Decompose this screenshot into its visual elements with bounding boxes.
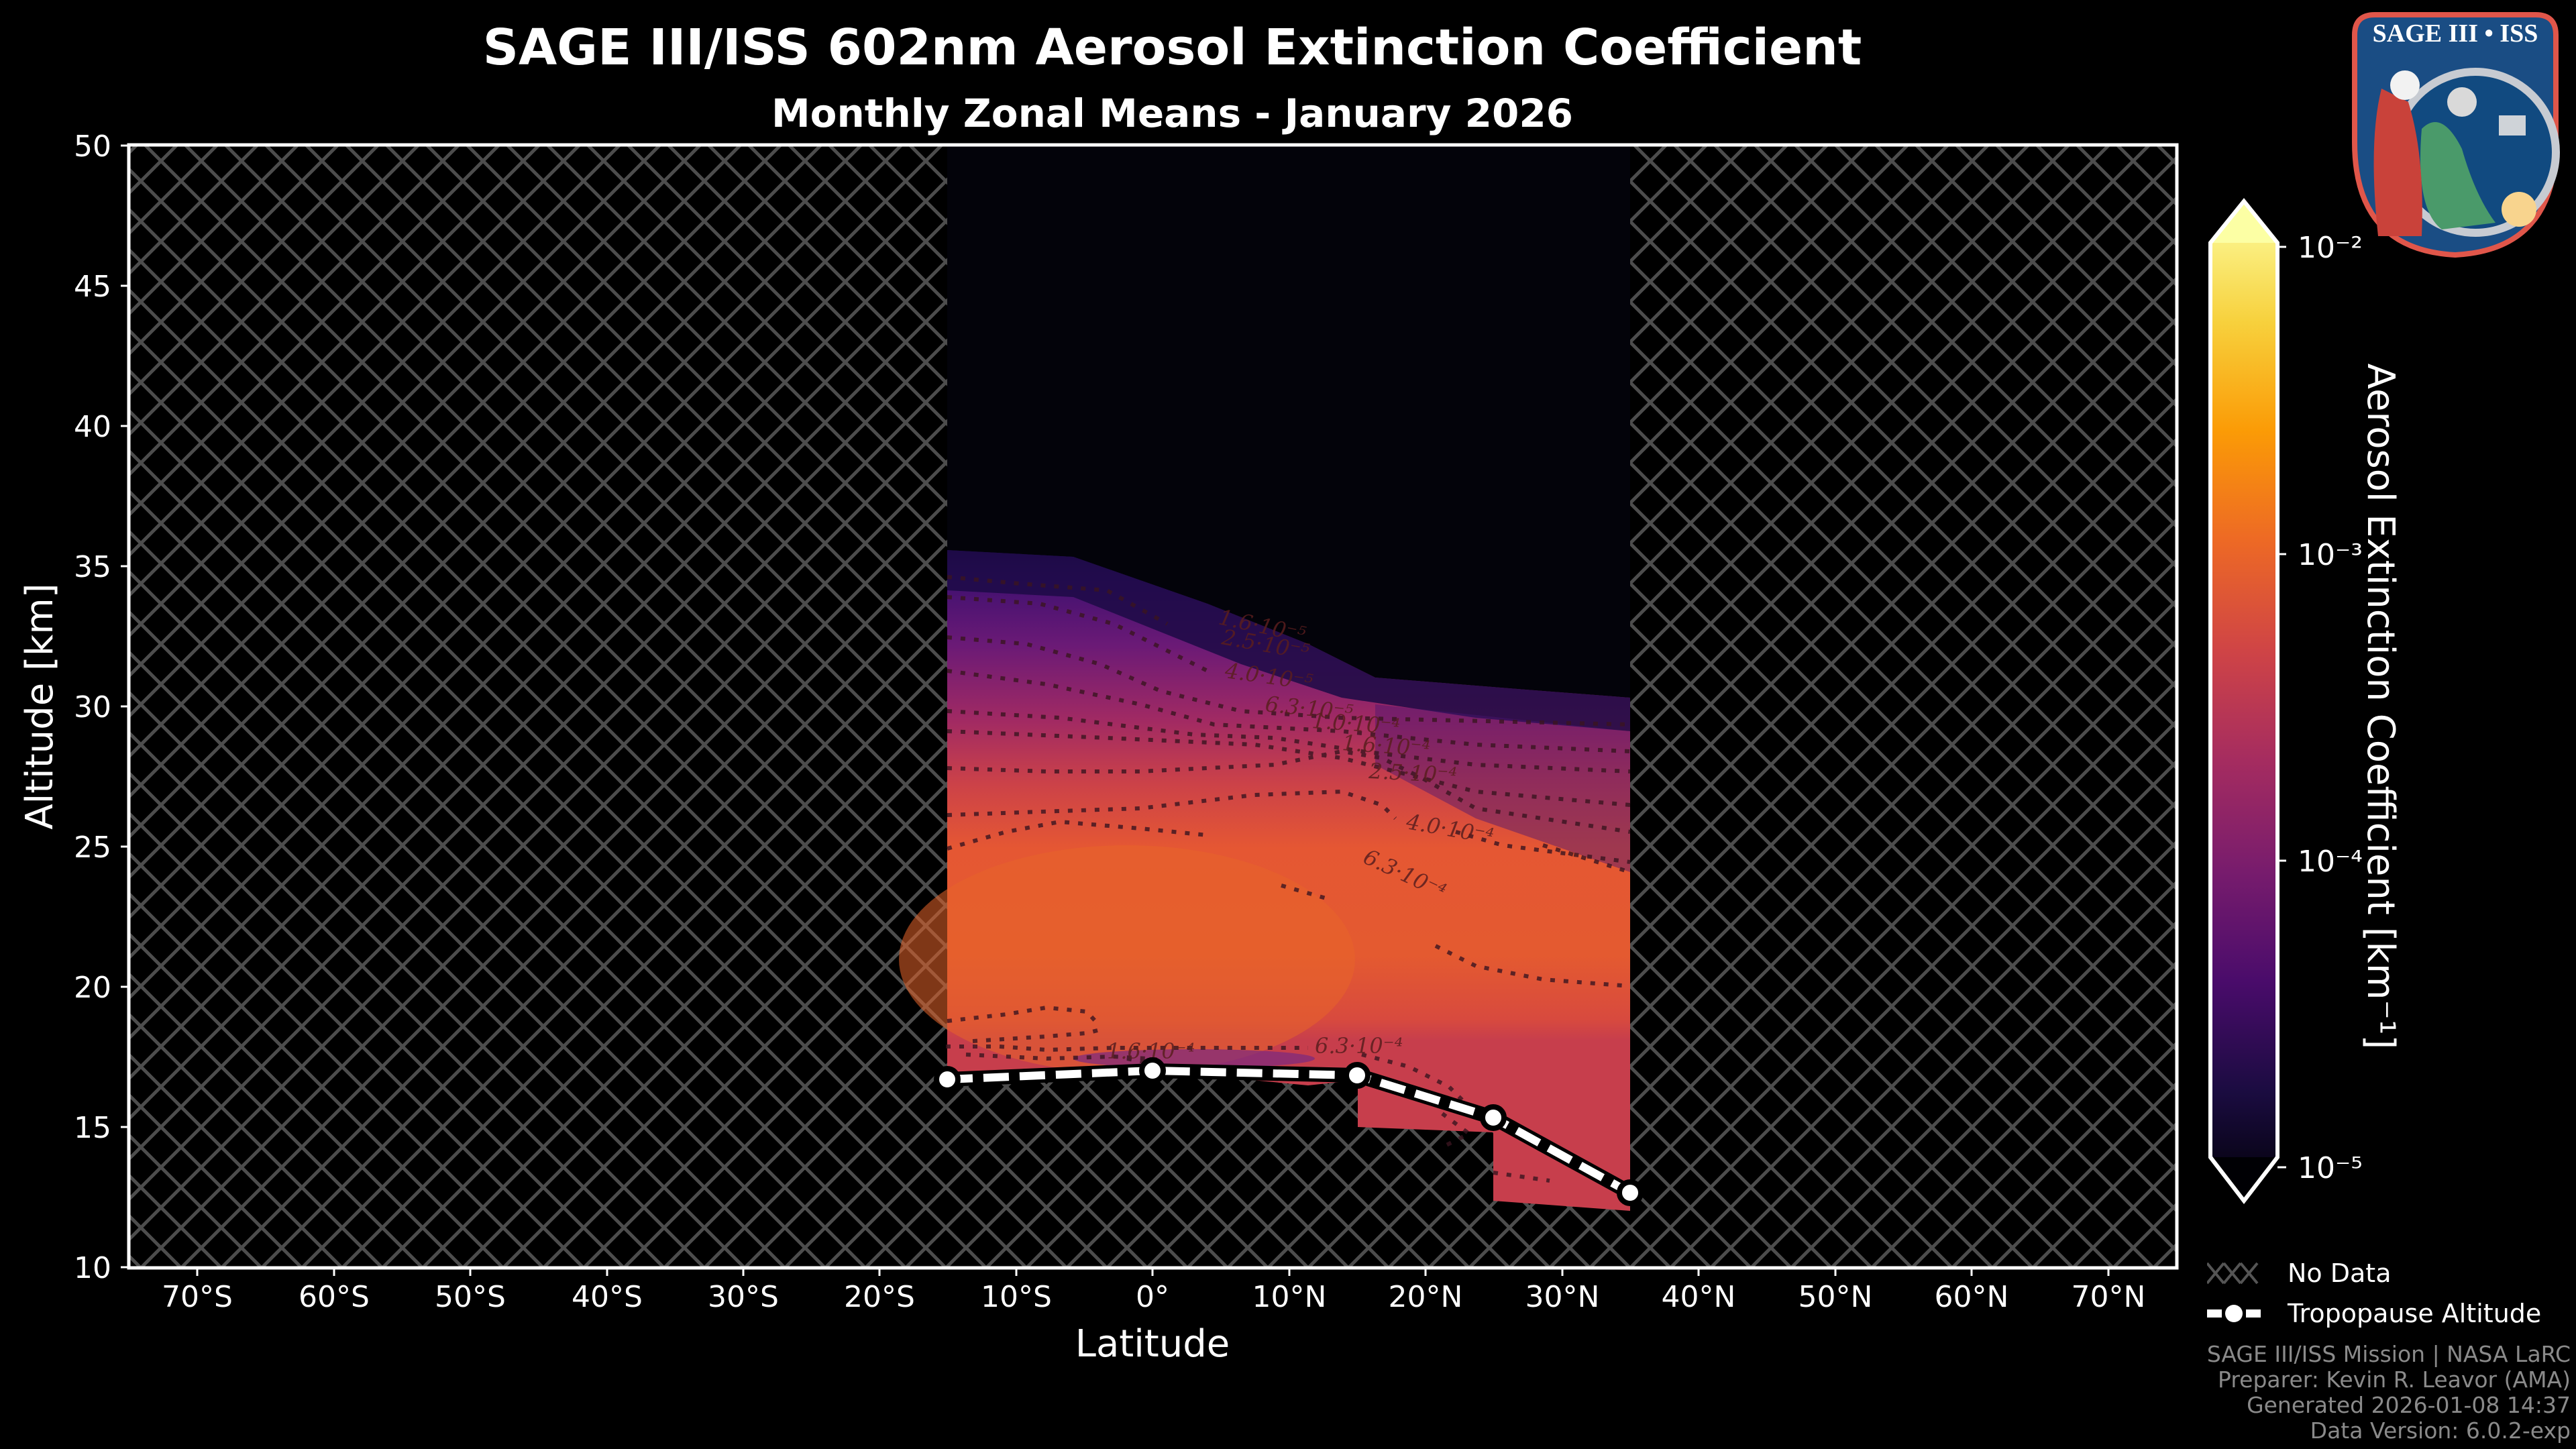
y-tick-label: 35 <box>74 550 111 584</box>
contour-label: 1.6·10⁻⁴ <box>1341 730 1431 761</box>
tropopause-point <box>1344 1062 1371 1089</box>
x-axis-label: Latitude <box>1075 1322 1230 1366</box>
x-tick-label: 40°S <box>572 1280 643 1314</box>
tropopause-point <box>1139 1057 1166 1084</box>
x-tick-label: 30°S <box>708 1280 779 1314</box>
credit-version: Data Version: 6.0.2-exp <box>2310 1417 2571 1444</box>
credit-mission: SAGE III/ISS Mission | NASA LaRC <box>2206 1341 2571 1367</box>
hatch-swatch-icon <box>2207 1262 2259 1285</box>
contour-label: 6.3·10⁻⁴ <box>1315 1033 1403 1059</box>
colorbar-tick-label: 10⁻³ <box>2298 538 2363 572</box>
contour-label: 1.0·10⁻⁴ <box>1311 708 1401 739</box>
x-tick-label: 10°N <box>1252 1280 1327 1314</box>
legend-item-no-data: No Data <box>2207 1253 2541 1293</box>
legend: No Data Tropopause Altitude <box>2207 1253 2541 1334</box>
x-tick-label: 10°S <box>981 1280 1052 1314</box>
contour-label: 2.5·10⁻⁴ <box>1368 758 1458 788</box>
y-tick-label: 40 <box>74 410 111 444</box>
y-tick-label: 20 <box>74 971 111 1005</box>
chart-title: SAGE III/ISS 602nm Aerosol Extinction Co… <box>482 19 1862 76</box>
x-tick-label: 0° <box>1136 1280 1169 1314</box>
x-tick-label: 70°S <box>162 1280 233 1314</box>
badge-title: SAGE III • ISS <box>2373 19 2538 48</box>
legend-item-tropopause: Tropopause Altitude <box>2207 1293 2541 1334</box>
x-tick-label: 50°S <box>435 1280 506 1314</box>
y-ticks <box>121 144 129 1269</box>
colorbar: 10⁻² 10⁻³ 10⁻⁴ 10⁻⁵ <box>2208 198 2363 1204</box>
y-tick-label: 25 <box>74 830 111 865</box>
dashed-line-marker-icon <box>2207 1305 2261 1322</box>
y-tick-label: 10 <box>74 1251 111 1285</box>
colorbar-tick-label: 10⁻⁴ <box>2298 845 2363 879</box>
credit-generated: Generated 2026-01-08 14:37 <box>2247 1392 2571 1418</box>
x-tick-label: 30°N <box>1525 1280 1600 1314</box>
credits: SAGE III/ISS Mission | NASA LaRC Prepare… <box>2207 1342 2571 1444</box>
legend-label: Tropopause Altitude <box>2288 1299 2542 1328</box>
colorbar-tick-label: 10⁻⁵ <box>2298 1151 2363 1185</box>
extinction-field: 1.6·10⁻⁵ 2.5·10⁻⁵ 4.0·10⁻⁵ 6.3·10⁻⁵ 1.0·… <box>899 145 1631 1211</box>
legend-label: No Data <box>2288 1258 2392 1288</box>
y-tick-label: 15 <box>74 1111 111 1145</box>
tropopause-point <box>1480 1104 1507 1131</box>
colorbar-label: Aerosol Extinction Coefficient [km⁻¹] <box>2359 364 2402 1050</box>
tropopause-line <box>934 1057 1644 1206</box>
x-tick-label: 60°N <box>1935 1280 2009 1314</box>
tropopause-point <box>1617 1179 1644 1206</box>
x-tick-label: 40°N <box>1662 1280 1736 1314</box>
chart-subtitle: Monthly Zonal Means - January 2026 <box>771 91 1574 136</box>
y-axis-label: Altitude [km] <box>18 583 62 829</box>
y-tick-label: 50 <box>74 129 111 164</box>
y-tick-label: 30 <box>74 690 111 724</box>
x-tick-label: 20°S <box>844 1280 915 1314</box>
y-tick-label: 45 <box>74 270 111 304</box>
x-tick-label: 50°N <box>1799 1280 1873 1314</box>
x-ticks <box>196 1268 2110 1276</box>
tropopause-point <box>934 1066 961 1093</box>
x-tick-label: 60°S <box>299 1280 370 1314</box>
colorbar-tick-label: 10⁻² <box>2298 231 2363 265</box>
sage-iii-iss-mission-badge: SAGE III • ISS <box>2352 12 2560 258</box>
x-tick-label: 20°N <box>1389 1280 1463 1314</box>
x-tick-label: 70°N <box>2072 1280 2146 1314</box>
credit-preparer: Preparer: Kevin R. Leavor (AMA) <box>2218 1366 2571 1393</box>
